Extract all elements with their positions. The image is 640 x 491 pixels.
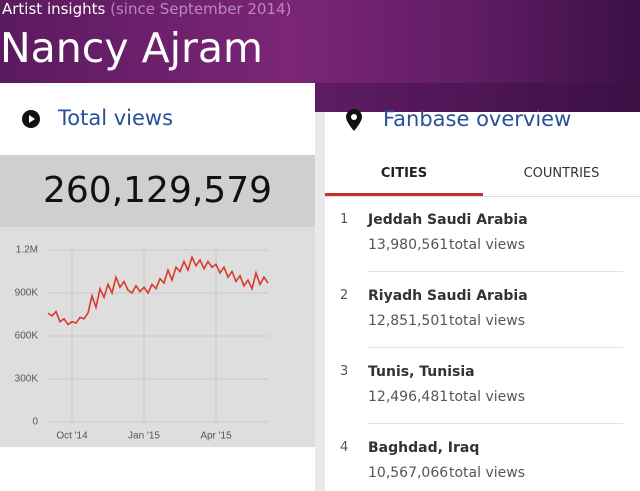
views-unit: total views (449, 237, 525, 253)
city-views: 12,496,481 (368, 389, 449, 405)
total-views-panel: Total views 260,129,579 0 300K 600K 900K 1.2… (0, 83, 315, 491)
city-name: Jeddah Saudi Arabia (368, 212, 528, 228)
header-label: Artist insights (since September 2014) (2, 0, 291, 18)
city-name: Riyadh Saudi Arabia (368, 288, 528, 304)
tabs: CITIES COUNTRIES (325, 154, 640, 197)
views-unit: total views (449, 389, 525, 405)
panel-title: Fanbase overview (383, 107, 572, 131)
x-tick-label: Jan '15 (128, 431, 160, 442)
rank: 1 (340, 212, 349, 227)
line (47, 254, 269, 326)
total-views-value: 260,129,579 (0, 155, 315, 227)
rank: 4 (340, 440, 349, 455)
city-views: 13,980,561 (368, 237, 449, 253)
city-views: 12,851,501 (368, 313, 449, 329)
views-unit: total views (449, 313, 525, 329)
y-tick-label: 300K (15, 374, 39, 385)
y-tick-label: 900K (15, 288, 39, 299)
rank: 3 (340, 364, 349, 379)
x-tick-label: Apr '15 (200, 431, 232, 442)
y-tick-label: 0 (32, 417, 38, 428)
label: Artist insights (2, 0, 106, 18)
city-views: 10,567,066 (368, 465, 449, 481)
tab[interactable]: CITIES (325, 154, 483, 196)
rank: 2 (340, 288, 349, 303)
y-tick-label: 600K (15, 331, 39, 342)
city-name: Tunis, Tunisia (368, 364, 475, 380)
play-icon (22, 110, 40, 128)
separator (368, 423, 623, 424)
header-strip (315, 83, 640, 112)
separator (368, 271, 623, 272)
separator (368, 347, 623, 348)
views-unit: total views (449, 465, 525, 481)
y-tick-label: 1.2M (16, 245, 38, 256)
panel-title: Total views (58, 106, 174, 130)
period: (since September 2014) (110, 0, 292, 18)
header (0, 0, 640, 83)
city-name: Baghdad, Iraq (368, 440, 480, 456)
chart: 0 300K 600K 900K 1.2M Oct '14 Jan '15 Apr '15 (0, 227, 315, 447)
x-tick-label: Oct '14 (56, 431, 88, 442)
tab[interactable]: COUNTRIES (523, 166, 600, 181)
fanbase-panel: Fanbase overview CITIES COUNTRIES 1 Jedda… (325, 107, 640, 491)
artist-name: Nancy Ajram (0, 24, 263, 72)
location-icon (346, 109, 362, 131)
